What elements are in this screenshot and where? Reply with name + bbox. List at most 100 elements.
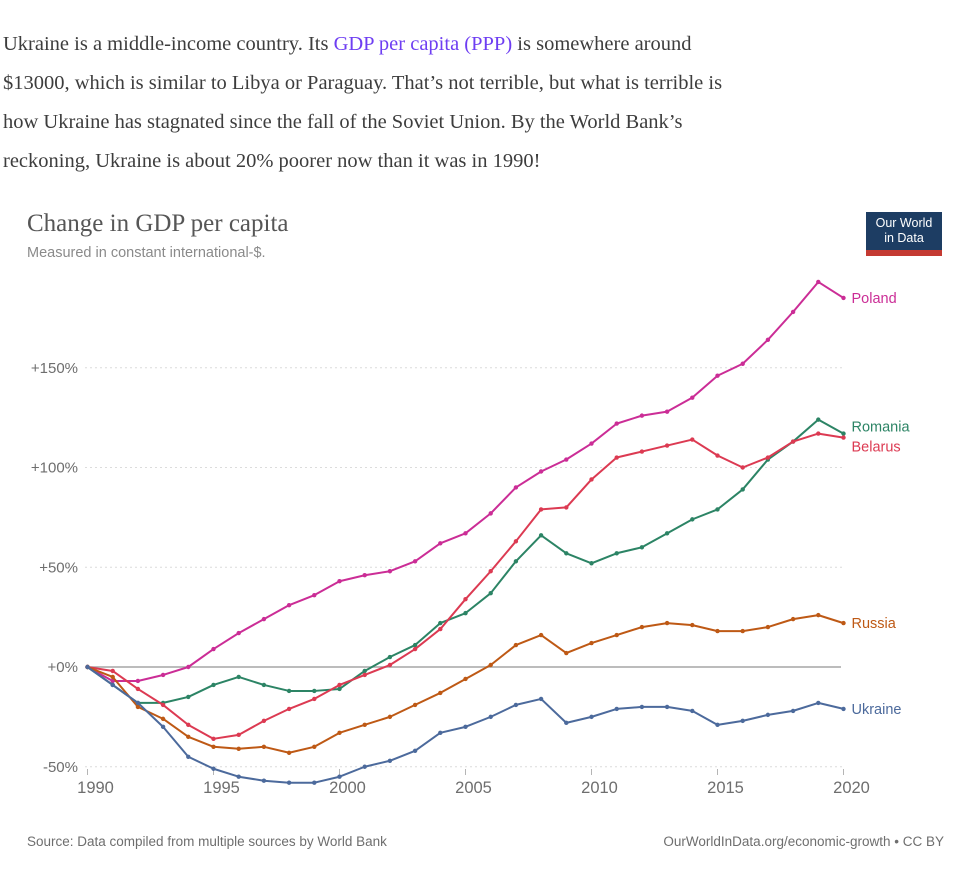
data-point (312, 744, 317, 749)
logo-text: Our World in Data (875, 216, 933, 245)
chart-title: Change in GDP per capita (27, 210, 289, 237)
data-point (261, 778, 267, 783)
data-point (186, 754, 191, 759)
data-point (211, 766, 216, 771)
data-point (362, 668, 367, 674)
data-point (236, 774, 241, 779)
data-point (639, 545, 645, 550)
data-point (312, 780, 317, 785)
data-point (362, 672, 367, 678)
data-point (463, 724, 468, 730)
x-axis-label: 1990 (77, 779, 114, 797)
data-point (160, 702, 166, 708)
data-point (211, 736, 216, 742)
series-label-romania: Romania (852, 420, 911, 436)
data-point (513, 642, 519, 648)
data-point (664, 531, 670, 536)
data-point (312, 688, 317, 694)
data-point (337, 686, 342, 692)
data-point (337, 682, 342, 688)
data-point (816, 700, 821, 706)
data-point (337, 730, 342, 736)
y-axis-label: +150% (31, 360, 78, 377)
data-point (715, 722, 720, 728)
x-axis-label: 2000 (329, 779, 366, 797)
data-point (337, 774, 342, 779)
data-point (740, 465, 745, 470)
data-point (211, 682, 216, 688)
data-point (740, 361, 745, 366)
data-point (513, 559, 519, 564)
data-point (110, 682, 115, 688)
data-point (286, 688, 292, 694)
data-point (160, 716, 166, 722)
data-point (362, 573, 367, 578)
data-point (690, 622, 695, 628)
data-point (589, 561, 594, 566)
data-point (463, 531, 468, 536)
data-point (387, 714, 393, 720)
data-point (412, 646, 418, 652)
data-point (286, 706, 292, 712)
x-axis-label: 2010 (581, 779, 618, 797)
data-point (110, 674, 115, 680)
data-point (463, 676, 468, 682)
data-point (236, 674, 241, 680)
data-point (286, 750, 292, 755)
data-point (135, 678, 141, 684)
data-point (186, 664, 191, 670)
intro-line3: how Ukraine has stagnated since the fall… (3, 110, 683, 133)
gdp-per-capita-link[interactable]: GDP per capita (PPP) (333, 32, 513, 55)
x-axis-label: 2020 (833, 779, 870, 797)
data-point (236, 732, 241, 738)
data-point (513, 539, 519, 544)
data-point (841, 706, 846, 712)
data-point (690, 517, 695, 522)
data-point (211, 646, 216, 652)
data-point (488, 511, 493, 516)
data-point (261, 682, 267, 688)
logo-red-strip (866, 250, 942, 256)
data-point (765, 337, 771, 343)
data-point (236, 746, 241, 751)
data-point (790, 616, 796, 622)
data-point (438, 620, 443, 626)
data-point (160, 672, 166, 678)
data-point (841, 431, 846, 436)
data-point (614, 551, 619, 556)
intro-paragraph: Ukraine is a middle-income country. Its … (3, 25, 968, 181)
data-point (816, 279, 821, 285)
data-point (639, 704, 645, 710)
data-point (412, 702, 418, 708)
data-point (589, 714, 594, 720)
data-point (412, 642, 418, 648)
data-point (85, 664, 90, 670)
license-note: OurWorldInData.org/economic-growth • CC … (663, 834, 944, 849)
y-axis-label: -50% (43, 759, 78, 776)
data-point (715, 507, 720, 512)
data-point (160, 724, 166, 730)
our-world-in-data-logo: Our World in Data (866, 212, 942, 256)
data-point (488, 714, 493, 720)
data-point (538, 696, 544, 702)
data-point (790, 708, 796, 714)
data-point (614, 455, 619, 460)
data-point (841, 295, 846, 301)
data-point (513, 702, 519, 708)
data-point (110, 678, 115, 684)
x-axis-label: 2015 (707, 779, 744, 797)
data-point (438, 730, 443, 736)
data-point (538, 632, 544, 638)
data-point (261, 744, 267, 749)
x-axis-label: 2005 (455, 779, 492, 797)
data-point (715, 453, 720, 458)
data-point (841, 620, 846, 626)
data-point (438, 541, 443, 546)
data-point (387, 758, 393, 763)
data-point (614, 632, 619, 638)
data-point (841, 435, 846, 440)
data-point (664, 443, 670, 448)
data-point (312, 696, 317, 702)
data-point (438, 626, 443, 632)
data-point (412, 559, 418, 564)
